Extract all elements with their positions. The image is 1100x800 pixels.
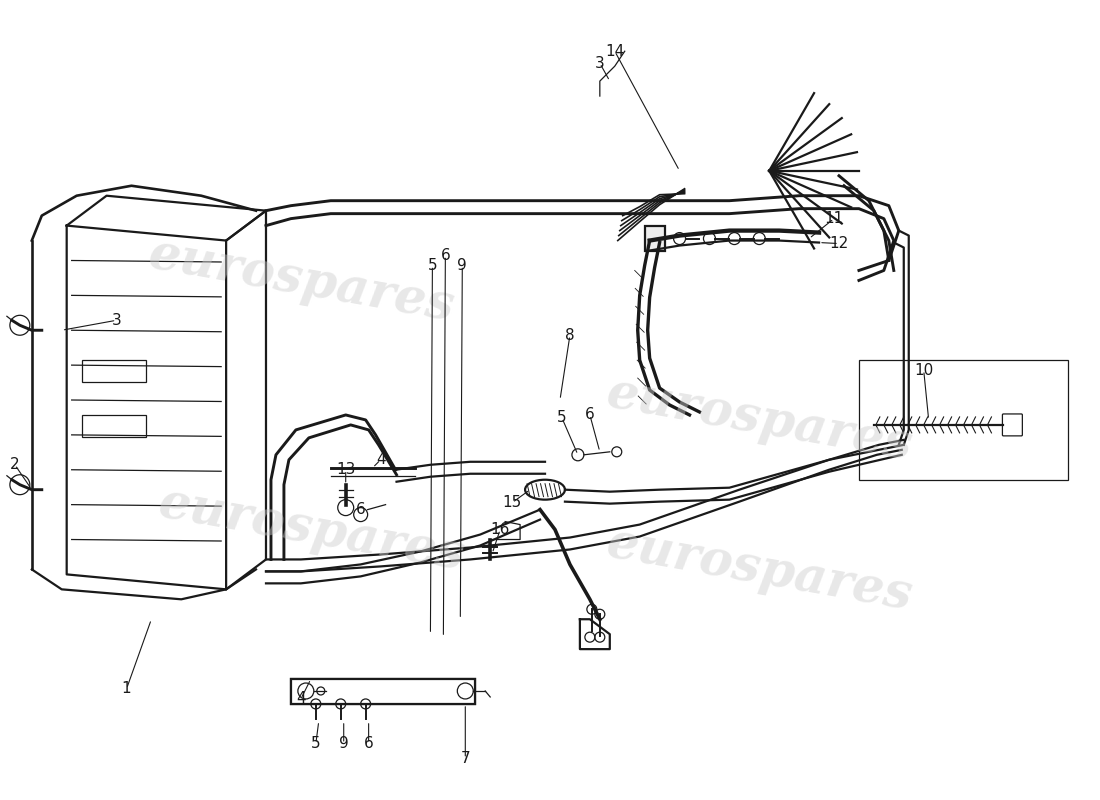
Text: 3: 3 [111,313,121,328]
Text: 6: 6 [440,248,450,263]
Text: 7: 7 [461,751,470,766]
Text: 5: 5 [428,258,437,273]
Text: eurospares: eurospares [603,369,916,471]
Text: 6: 6 [355,502,365,517]
Text: 14: 14 [605,44,625,58]
Text: 8: 8 [565,328,574,342]
Text: 13: 13 [336,462,355,478]
Text: 10: 10 [914,362,933,378]
Bar [290,679,475,704]
Text: 15: 15 [503,495,521,510]
Text: 4: 4 [296,691,306,706]
Text: 16: 16 [491,522,510,537]
Text: 6: 6 [364,736,374,751]
Text: eurospares: eurospares [154,478,468,581]
Text: 6: 6 [585,407,595,422]
Text: 9: 9 [458,258,468,273]
Text: 12: 12 [829,236,848,251]
Text: eurospares: eurospares [144,230,458,331]
Text: 5: 5 [557,410,566,426]
Bar [81,360,146,382]
Text: 3: 3 [595,56,605,70]
Text: 9: 9 [339,736,349,751]
Bar [859,360,1068,480]
Text: eurospares: eurospares [603,518,916,621]
Bar [290,679,475,704]
Text: 1: 1 [122,682,131,697]
Bar [81,415,146,437]
Bar [645,226,664,250]
Text: 4: 4 [376,452,385,467]
Text: 2: 2 [10,458,20,472]
Text: 5: 5 [311,736,320,751]
Text: 11: 11 [824,211,844,226]
